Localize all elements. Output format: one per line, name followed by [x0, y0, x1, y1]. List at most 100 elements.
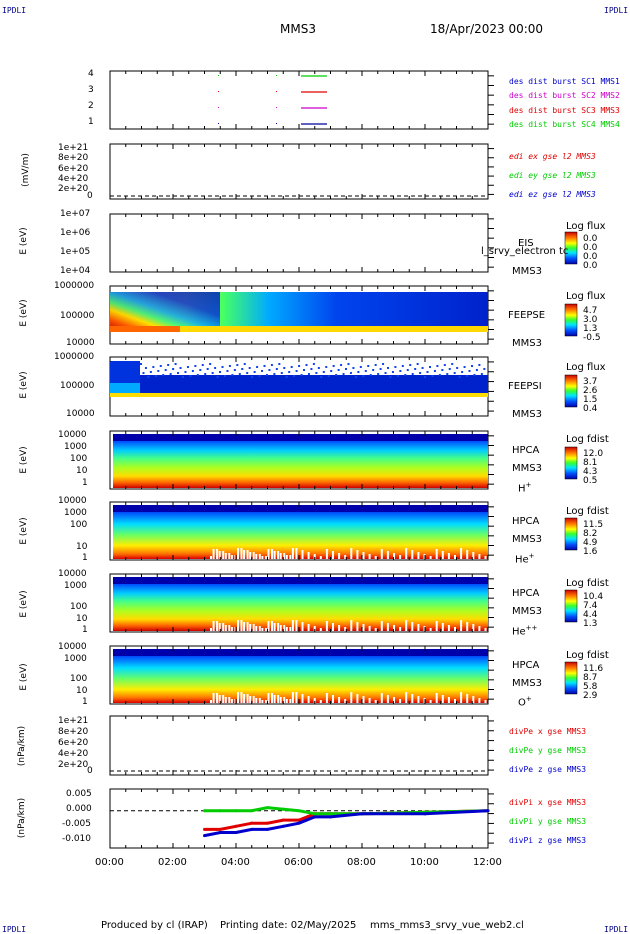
spectrogram-gap	[264, 556, 267, 559]
feepsi-speckle	[354, 376, 357, 378]
feepsi-colorbar-title: Log flux	[566, 362, 606, 373]
feepsi-speckle	[280, 372, 283, 374]
feepse-ytick: 10000	[66, 338, 95, 348]
hpca-he-species-charge: +	[528, 552, 535, 560]
spectrogram-gap	[399, 627, 402, 631]
hpca-hepp-species-charge: ++	[525, 624, 538, 632]
divpe-ytick: 8e+20	[58, 727, 89, 737]
feepsi-inst-label: FEEPSI	[508, 381, 542, 392]
feepsi-speckle	[424, 376, 427, 378]
spectrogram-gap	[441, 551, 444, 559]
hpca-he-cb-value: 4.9	[583, 538, 598, 548]
hpca-hepp-colorbar-title: Log fdist	[566, 578, 609, 589]
feepsi-speckle	[236, 364, 239, 366]
spectrogram-gap	[393, 553, 395, 559]
hpca-he-mms-label: MMS3	[512, 534, 542, 545]
hpca-h-cb-value: 8.1	[583, 458, 598, 468]
feepsi-speckle	[411, 373, 414, 375]
burst-dot	[218, 123, 219, 124]
feepsi-cb-value: 1.5	[583, 395, 598, 405]
spectrogram-gap	[319, 556, 322, 559]
spectrogram-gap	[435, 549, 438, 559]
hpca-o-ytick: 10	[76, 686, 88, 696]
spectrogram-gap	[218, 551, 221, 559]
edi-ytick: 8e+20	[58, 153, 89, 163]
divpe-ytick: 0	[87, 766, 93, 776]
feepsi-speckle	[441, 369, 444, 371]
spectrogram-gap	[255, 698, 258, 703]
hpca-hepp-species-name: He	[512, 626, 526, 638]
feepsi-speckle	[288, 371, 291, 373]
feepsi-speckle	[335, 374, 338, 376]
x-tick-label: 10:00	[410, 857, 439, 868]
divpe-ylabel: (nPa/km)	[17, 725, 27, 767]
spectrogram-gap	[301, 622, 304, 631]
spectrogram-gap	[240, 548, 243, 559]
feepsi-speckle	[233, 369, 236, 371]
feepse-ytick: 100000	[60, 311, 95, 321]
spectrogram-gap	[380, 549, 383, 559]
spectrogram-gap	[240, 620, 243, 631]
spectrogram-gap	[230, 627, 233, 631]
feepsi-speckle	[169, 373, 172, 375]
spectrogram-gap	[243, 550, 246, 559]
spectrogram-gap	[258, 554, 261, 559]
feepsi-speckle	[475, 369, 478, 371]
spectrogram-gap	[454, 627, 456, 631]
spectrogram-gap	[393, 697, 395, 703]
spectrogram-gap	[313, 554, 316, 559]
panel-frame	[109, 213, 489, 273]
feepsi-spectrogram	[110, 375, 488, 397]
spectrogram-gap	[325, 693, 328, 703]
hpca-hepp-ytick: 100	[70, 602, 88, 612]
hpca-he-ytick: 1	[82, 553, 88, 563]
feepsi-speckle	[221, 366, 224, 368]
feepsi-speckle	[189, 375, 192, 377]
spectrogram-gap	[338, 697, 341, 703]
hpca-he-colorbar	[564, 517, 578, 551]
feepsi-speckle	[379, 368, 382, 370]
feepsi-speckle	[409, 364, 412, 366]
spectrogram-gap	[212, 549, 215, 559]
eis-cb-value: 0.0	[583, 261, 598, 271]
spectrogram-gap	[255, 554, 258, 559]
eis-mms-label: MMS3	[512, 266, 542, 277]
spectrogram-gap	[224, 625, 227, 631]
feepsi-speckle	[256, 366, 259, 368]
spectrogram-gap	[417, 696, 420, 703]
feepsi-spectrogram-early-core	[110, 383, 140, 395]
feepsi-speckle	[186, 366, 189, 368]
feepsi-speckle	[283, 367, 286, 369]
footer-produced-by: Produced by cl (IRAP)	[101, 920, 208, 931]
feepsi-speckle	[382, 363, 385, 365]
feepsi-speckle	[470, 365, 473, 367]
feepsi-speckle	[238, 373, 241, 375]
hpca-h-species-charge: +	[525, 481, 532, 489]
spectrogram-gap	[277, 695, 280, 703]
spectrogram-gap	[243, 622, 246, 631]
burst-legend-sc3: des dist burst SC3 MMS3	[509, 106, 620, 115]
hpca-hepp-species: He++	[512, 624, 537, 637]
feepsi-speckle	[219, 371, 222, 373]
panel-content	[110, 75, 488, 772]
spectrogram-gap	[234, 699, 237, 703]
spectrogram-gap	[332, 623, 334, 631]
hpca-hepp-spectrogram-top	[113, 577, 488, 584]
spectrogram-gap	[255, 626, 258, 631]
feepsi-speckle	[144, 367, 147, 369]
spectrogram-gap	[249, 624, 252, 631]
divpi-legend-y: divPi y gse MMS3	[509, 817, 587, 826]
hpca-hepp-cb-value: 4.4	[583, 610, 598, 620]
feepsi-speckle	[468, 370, 471, 372]
feepsi-speckle	[362, 375, 365, 377]
spectrogram-gap	[285, 699, 288, 703]
feepsi-cb-value: 2.6	[583, 386, 598, 396]
hpca-o-species: O+	[518, 695, 532, 708]
hpca-h-species: H+	[518, 481, 531, 494]
divpi-point	[297, 821, 301, 825]
spectrogram-gap	[368, 698, 371, 703]
divpi-point	[313, 815, 317, 819]
spectrogram-gap	[319, 628, 322, 631]
hpca-he-species: He+	[515, 552, 535, 565]
hpca-h-inst-label: HPCA	[512, 445, 540, 456]
